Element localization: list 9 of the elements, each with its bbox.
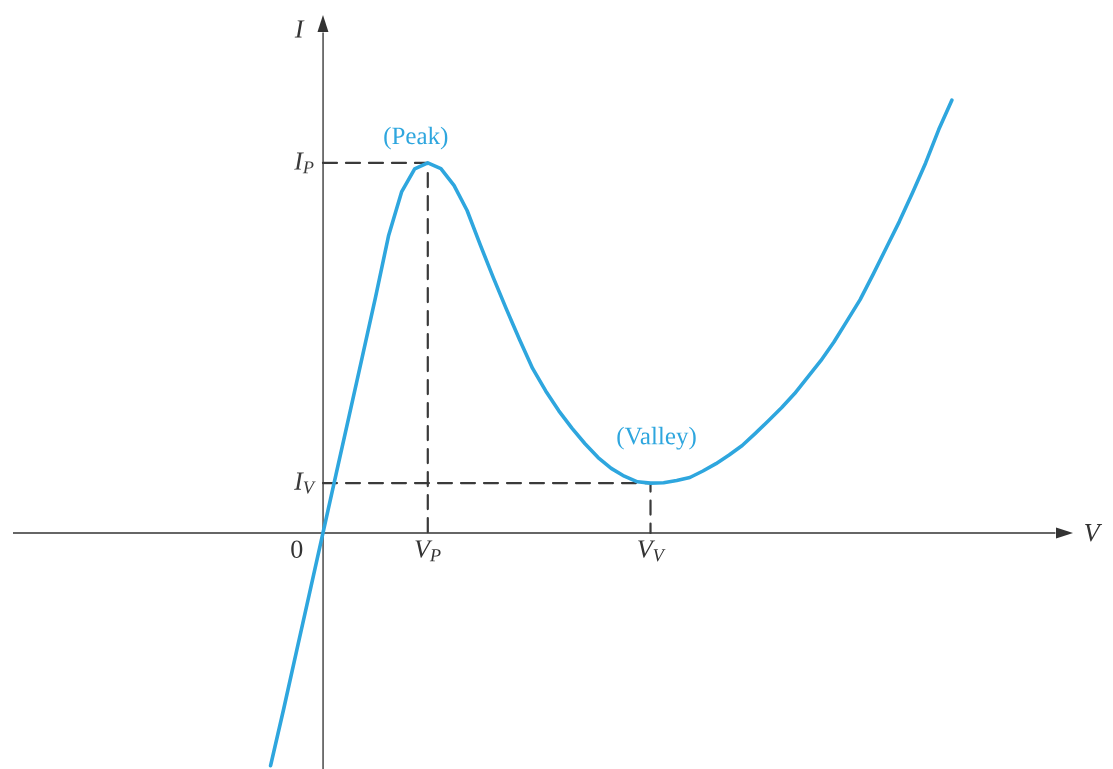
x-tick-label: 0 [291, 540, 303, 558]
series-label: I$_{P}$ [294, 152, 314, 174]
annotation: (Peak) [384, 126, 448, 150]
x-axis-title: V [1085, 524, 1103, 542]
x-tick-label: V$_{V}$ [638, 540, 666, 562]
y-axis-title: I [294, 20, 305, 38]
x-tick-label: V$_{P}$ [415, 540, 441, 562]
series-label: I$_{V}$ [294, 472, 316, 494]
annotation: (Valley) [617, 426, 696, 450]
